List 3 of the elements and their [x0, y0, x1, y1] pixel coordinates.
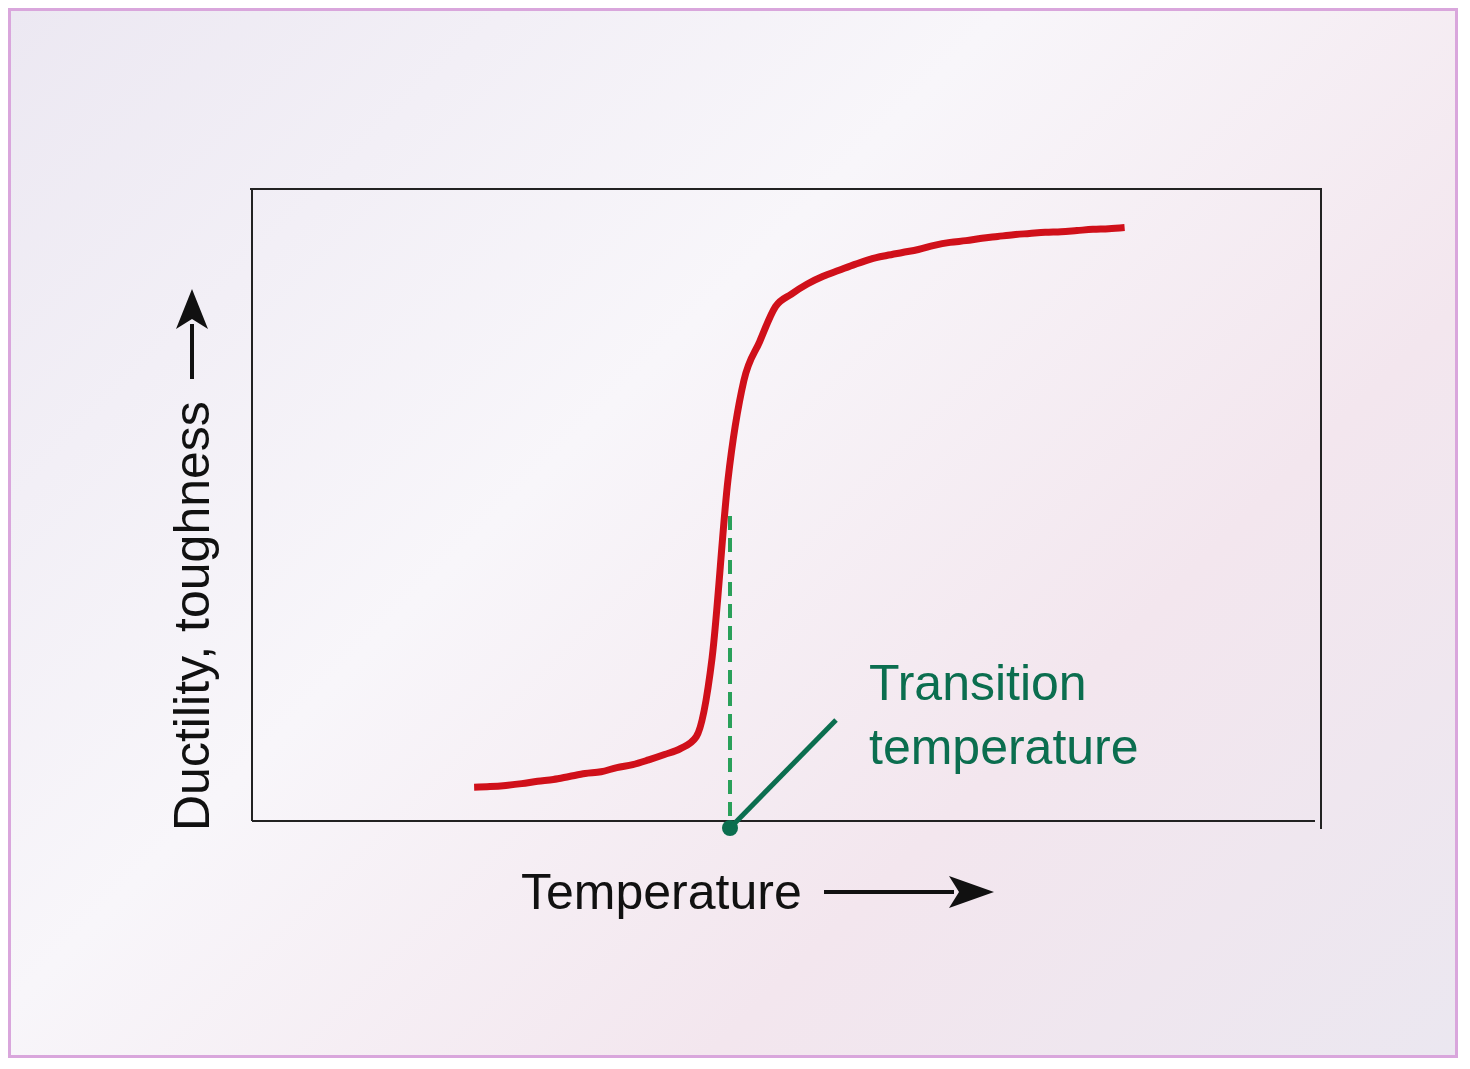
- y-axis-title: Ductility, toughness: [163, 401, 221, 831]
- x-axis-title: Temperature: [521, 863, 802, 921]
- annotation: Transition temperature: [869, 654, 1140, 777]
